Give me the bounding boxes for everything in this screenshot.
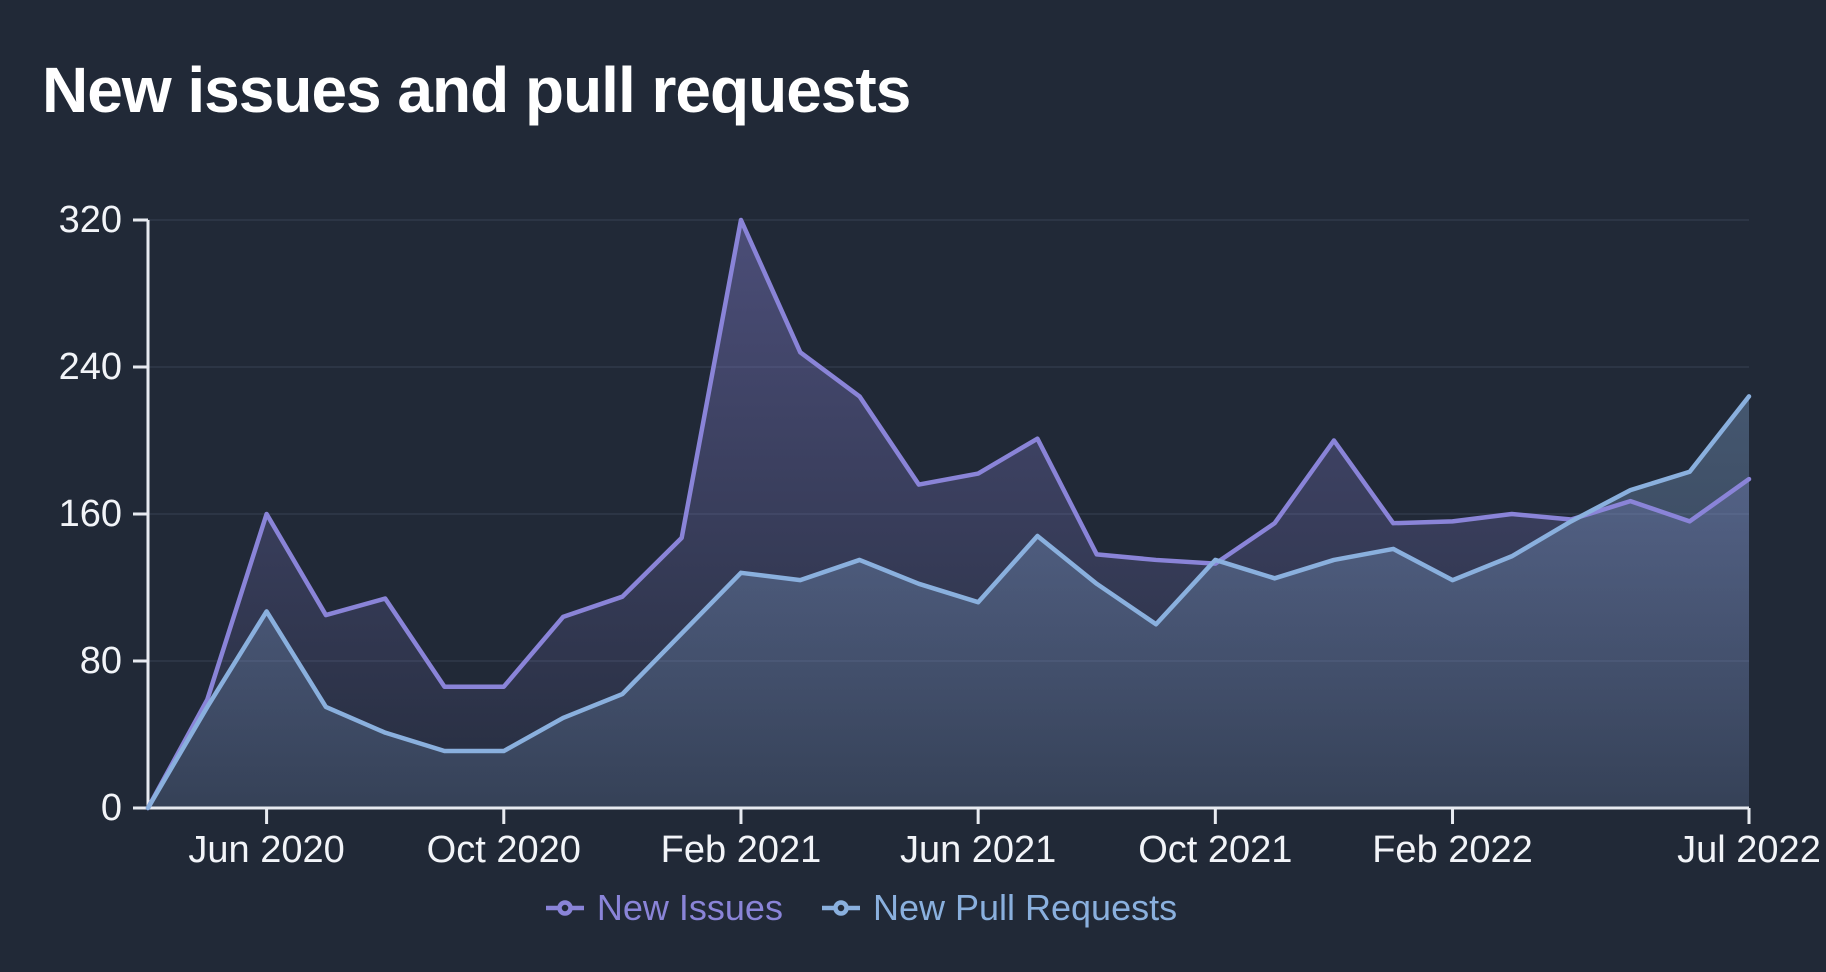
legend-item-new-pull-requests[interactable]: New Pull Requests (821, 888, 1177, 928)
svg-text:160: 160 (59, 493, 122, 535)
chart-title: New issues and pull requests (42, 54, 911, 126)
line-series-marker-icon (545, 900, 584, 916)
svg-text:Feb 2022: Feb 2022 (1372, 829, 1533, 871)
svg-text:0: 0 (101, 787, 122, 829)
legend-item-new-issues[interactable]: New Issues (545, 888, 783, 928)
legend: New Issues New Pull Requests (0, 888, 1722, 928)
svg-text:Jun 2020: Jun 2020 (188, 829, 344, 871)
svg-text:Oct 2020: Oct 2020 (427, 829, 581, 871)
svg-text:240: 240 (59, 346, 122, 388)
svg-text:Oct 2021: Oct 2021 (1138, 829, 1292, 871)
svg-text:Jun 2021: Jun 2021 (900, 829, 1056, 871)
line-series-marker-icon (821, 900, 860, 916)
svg-text:320: 320 (59, 199, 122, 241)
svg-text:Jul 2022: Jul 2022 (1677, 829, 1821, 871)
legend-label: New Issues (596, 887, 783, 928)
svg-text:Feb 2021: Feb 2021 (661, 829, 822, 871)
legend-label: New Pull Requests (872, 887, 1178, 928)
svg-text:80: 80 (80, 640, 122, 682)
